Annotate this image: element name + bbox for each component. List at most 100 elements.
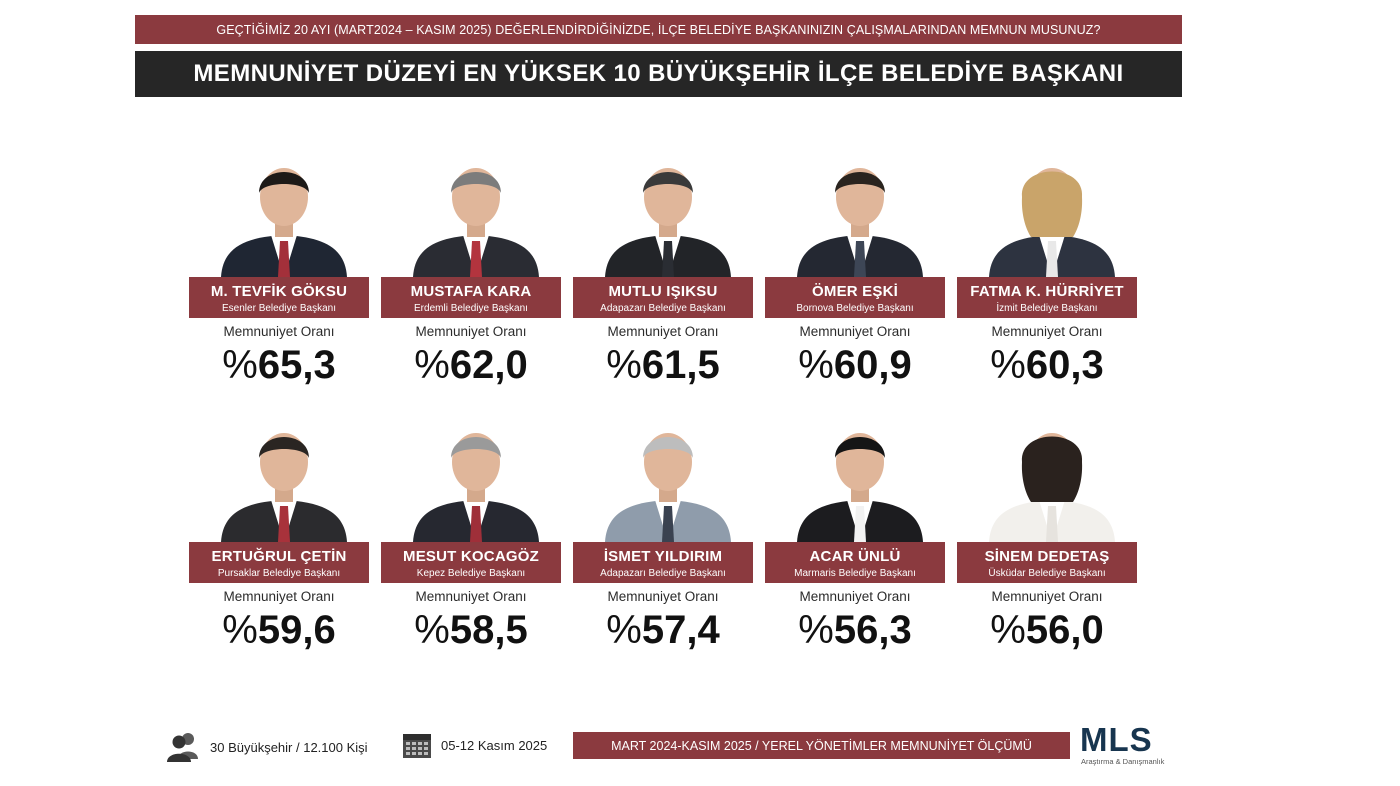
mayor-name: ACAR ÜNLÜ	[765, 548, 945, 565]
mayor-photo	[977, 410, 1127, 542]
mayor-namebox: MUTLU IŞIKSU Adapazarı Belediye Başkanı	[573, 277, 753, 318]
mayor-title: Adapazarı Belediye Başkanı	[573, 303, 753, 314]
people-icon	[166, 731, 202, 763]
rate-value: 60,3	[1026, 343, 1104, 387]
satisfaction-rate: %62,0	[381, 343, 561, 388]
sample-info: 30 Büyükşehir / 12.100 Kişi	[166, 731, 368, 763]
mayor-card: ÖMER EŞKİ Bornova Belediye Başkanı Memnuni…	[765, 145, 945, 407]
mayor-namebox: ACAR ÜNLÜ Marmaris Belediye Başkanı	[765, 542, 945, 583]
rate-value: 57,4	[642, 608, 720, 652]
mayor-namebox: M. TEVFİK GÖKSU Esenler Belediye Başkanı	[189, 277, 369, 318]
sample-text: 30 Büyükşehir / 12.100 Kişi	[210, 740, 368, 755]
rate-value: 61,5	[642, 343, 720, 387]
rate-label: Memnuniyet Oranı	[765, 589, 945, 604]
percent-symbol: %	[222, 608, 258, 652]
logo-subtitle: Araştırma & Danışmanlık	[1081, 757, 1180, 766]
mayor-photo	[593, 145, 743, 277]
mayor-namebox: ERTUĞRUL ÇETİN Pursaklar Belediye Başkanı	[189, 542, 369, 583]
mayor-namebox: FATMA K. HÜRRİYET İzmit Belediye Başkanı	[957, 277, 1137, 318]
mayor-name: ÖMER EŞKİ	[765, 283, 945, 300]
satisfaction-rate: %57,4	[573, 608, 753, 653]
mayor-card: MUSTAFA KARA Erdemli Belediye Başkanı Memn…	[381, 145, 561, 407]
rate-label: Memnuniyet Oranı	[957, 589, 1137, 604]
rate-label: Memnuniyet Oranı	[573, 589, 753, 604]
mayor-namebox: İSMET YILDIRIM Adapazarı Belediye Başkanı	[573, 542, 753, 583]
mayor-title: Adapazarı Belediye Başkanı	[573, 568, 753, 579]
mayor-photo	[401, 145, 551, 277]
mayor-namebox: MUSTAFA KARA Erdemli Belediye Başkanı	[381, 277, 561, 318]
date-text: 05-12 Kasım 2025	[441, 738, 547, 753]
mayor-title: Bornova Belediye Başkanı	[765, 303, 945, 314]
rate-value: 58,5	[450, 608, 528, 652]
mayor-title: Erdemli Belediye Başkanı	[381, 303, 561, 314]
percent-symbol: %	[606, 343, 642, 387]
mayor-name: MUSTAFA KARA	[381, 283, 561, 300]
measurement-banner: MART 2024-KASIM 2025 / YEREL YÖNETİMLER …	[573, 732, 1070, 759]
mayor-title: Pursaklar Belediye Başkanı	[189, 568, 369, 579]
mayor-card: SİNEM DEDETAŞ Üsküdar Belediye Başkanı Mem…	[957, 410, 1137, 672]
mayor-photo	[401, 410, 551, 542]
rate-value: 62,0	[450, 343, 528, 387]
mayor-photo	[785, 145, 935, 277]
page-title: MEMNUNİYET DÜZEYİ EN YÜKSEK 10 BÜYÜKŞEHİ…	[135, 51, 1182, 97]
satisfaction-rate: %60,3	[957, 343, 1137, 388]
percent-symbol: %	[414, 608, 450, 652]
mayor-photo	[593, 410, 743, 542]
mayor-photo	[977, 145, 1127, 277]
footer: 30 Büyükşehir / 12.100 Kişi 05-12 Kasım …	[0, 720, 1400, 770]
satisfaction-rate: %59,6	[189, 608, 369, 653]
mayor-photo	[785, 410, 935, 542]
date-info: 05-12 Kasım 2025	[402, 731, 547, 759]
mayor-title: Esenler Belediye Başkanı	[189, 303, 369, 314]
mayor-title: Üsküdar Belediye Başkanı	[957, 568, 1137, 579]
rate-label: Memnuniyet Oranı	[765, 324, 945, 339]
mayor-card: İSMET YILDIRIM Adapazarı Belediye Başkanı…	[573, 410, 753, 672]
mayor-name: İSMET YILDIRIM	[573, 548, 753, 565]
mayor-name: M. TEVFİK GÖKSU	[189, 283, 369, 300]
satisfaction-rate: %65,3	[189, 343, 369, 388]
rate-value: 65,3	[258, 343, 336, 387]
mayor-namebox: MESUT KOCAGÖZ Kepez Belediye Başkanı	[381, 542, 561, 583]
rate-label: Memnuniyet Oranı	[381, 324, 561, 339]
mayor-name: MUTLU IŞIKSU	[573, 283, 753, 300]
mayor-title: Marmaris Belediye Başkanı	[765, 568, 945, 579]
mayor-photo	[209, 145, 359, 277]
satisfaction-rate: %56,0	[957, 608, 1137, 653]
mayor-card: ACAR ÜNLÜ Marmaris Belediye Başkanı Memnun…	[765, 410, 945, 672]
rate-label: Memnuniyet Oranı	[381, 589, 561, 604]
satisfaction-rate: %61,5	[573, 343, 753, 388]
mayor-card: M. TEVFİK GÖKSU Esenler Belediye Başkanı M…	[189, 145, 369, 407]
mayor-card: MUTLU IŞIKSU Adapazarı Belediye Başkanı Me…	[573, 145, 753, 407]
rate-value: 56,3	[834, 608, 912, 652]
satisfaction-rate: %56,3	[765, 608, 945, 653]
rate-label: Memnuniyet Oranı	[189, 589, 369, 604]
mayor-namebox: ÖMER EŞKİ Bornova Belediye Başkanı	[765, 277, 945, 318]
mayor-name: FATMA K. HÜRRİYET	[957, 283, 1137, 300]
rate-value: 59,6	[258, 608, 336, 652]
mayor-name: SİNEM DEDETAŞ	[957, 548, 1137, 565]
mayor-title: İzmit Belediye Başkanı	[957, 303, 1137, 314]
percent-symbol: %	[414, 343, 450, 387]
survey-question-banner: GEÇTİĞİMİZ 20 AYI (MART2024 – KASIM 2025…	[135, 15, 1182, 44]
percent-symbol: %	[606, 608, 642, 652]
mls-logo: MLS Araştırma & Danışmanlık	[1080, 723, 1180, 767]
mayor-namebox: SİNEM DEDETAŞ Üsküdar Belediye Başkanı	[957, 542, 1137, 583]
mayor-title: Kepez Belediye Başkanı	[381, 568, 561, 579]
rate-label: Memnuniyet Oranı	[957, 324, 1137, 339]
mayor-photo	[209, 410, 359, 542]
rate-value: 56,0	[1026, 608, 1104, 652]
calendar-icon	[402, 731, 432, 759]
rate-value: 60,9	[834, 343, 912, 387]
mayor-card: ERTUĞRUL ÇETİN Pursaklar Belediye Başkanı…	[189, 410, 369, 672]
mayor-card: MESUT KOCAGÖZ Kepez Belediye Başkanı Memnu…	[381, 410, 561, 672]
mayor-name: ERTUĞRUL ÇETİN	[189, 548, 369, 565]
mayor-name: MESUT KOCAGÖZ	[381, 548, 561, 565]
satisfaction-rate: %60,9	[765, 343, 945, 388]
percent-symbol: %	[990, 608, 1026, 652]
percent-symbol: %	[798, 608, 834, 652]
rate-label: Memnuniyet Oranı	[189, 324, 369, 339]
percent-symbol: %	[990, 343, 1026, 387]
percent-symbol: %	[798, 343, 834, 387]
rate-label: Memnuniyet Oranı	[573, 324, 753, 339]
percent-symbol: %	[222, 343, 258, 387]
